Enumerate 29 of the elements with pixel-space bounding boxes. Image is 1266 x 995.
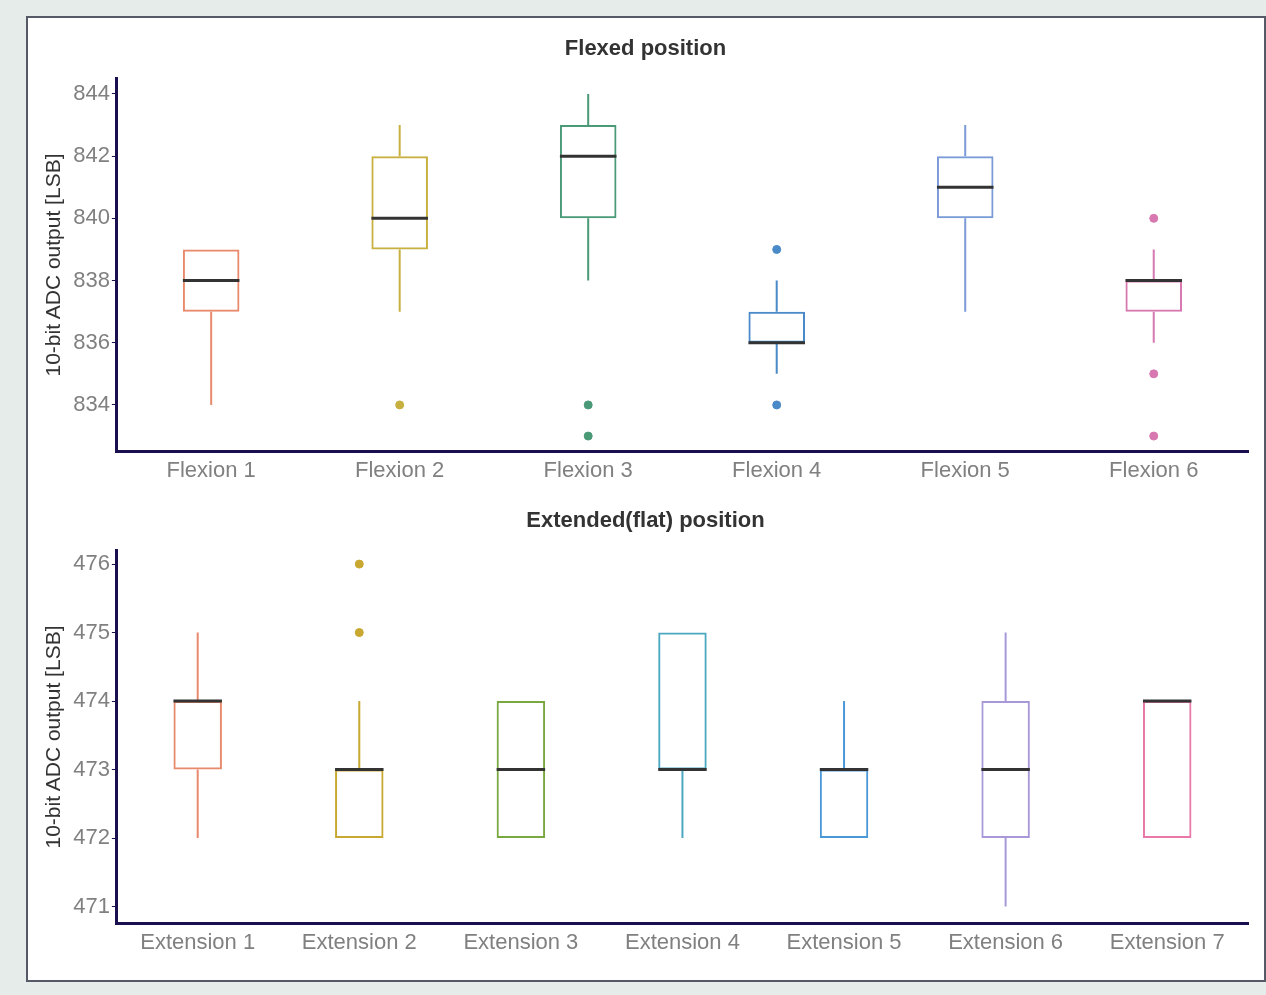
x-tick-label: Flexion 4 bbox=[732, 456, 822, 482]
x-tick-label: Flexion 3 bbox=[543, 456, 633, 482]
y-tick-label: 842 bbox=[73, 142, 110, 168]
y-tick-label: 472 bbox=[73, 824, 110, 850]
y-tick-label: 476 bbox=[73, 550, 110, 576]
x-tick-label: Flexion 1 bbox=[166, 456, 256, 482]
y-tick-label: 840 bbox=[73, 204, 110, 230]
y-tick-label: 838 bbox=[73, 266, 110, 292]
x-tick-label: Extension 5 bbox=[786, 928, 902, 954]
y-tick-label: 471 bbox=[73, 892, 110, 918]
x-tick-label: Extension 6 bbox=[948, 928, 1064, 954]
y-axis-title: 10-bit ADC output [LSB] bbox=[41, 625, 65, 849]
x-tick-label: Extension 7 bbox=[1109, 928, 1225, 954]
chart-title: Flexed position bbox=[564, 35, 727, 61]
y-axis-title: 10-bit ADC output [LSB] bbox=[41, 153, 65, 377]
x-tick-label: Flexion 5 bbox=[920, 456, 1010, 482]
y-tick-label: 473 bbox=[73, 755, 110, 781]
chart-title: Extended(flat) position bbox=[526, 507, 765, 533]
y-tick-label: 834 bbox=[73, 391, 110, 417]
x-tick-label: Extension 3 bbox=[463, 928, 579, 954]
y-tick-label: 836 bbox=[73, 328, 110, 354]
y-tick-label: 474 bbox=[73, 687, 110, 713]
x-tick-label: Extension 2 bbox=[301, 928, 417, 954]
x-tick-label: Extension 4 bbox=[624, 928, 740, 954]
y-tick-label: 475 bbox=[73, 618, 110, 644]
x-tick-label: Flexion 2 bbox=[355, 456, 445, 482]
x-tick-label: Extension 1 bbox=[140, 928, 256, 954]
y-tick-label: 844 bbox=[73, 80, 110, 106]
x-tick-label: Flexion 6 bbox=[1109, 456, 1199, 482]
